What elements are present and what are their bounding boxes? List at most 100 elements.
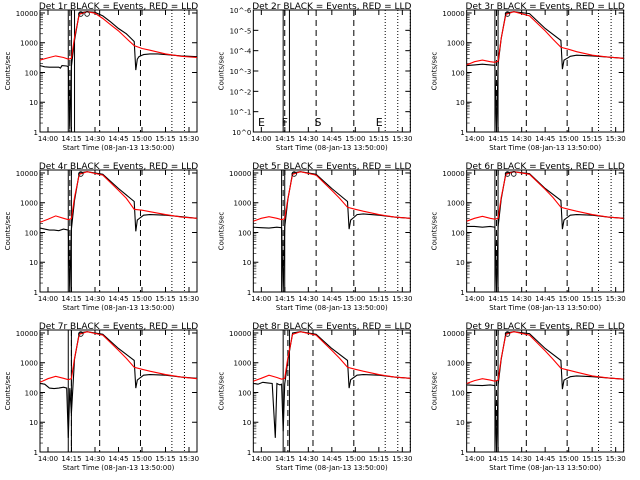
panel-title: Det 5r BLACK = Events, RED = LLD (252, 162, 411, 172)
panel-det-7: Det 7r BLACK = Events, RED = LLD 1 10 100 10… (4, 322, 199, 472)
x-axis-label: Start Time (08-Jan-13 13:50:00) (276, 464, 388, 472)
x-tick-label: 14:30 (298, 295, 318, 303)
y-tick-label: 1000 (234, 360, 252, 368)
y-tick-label: 1 (460, 289, 464, 297)
y-tick-label: 10^0 (232, 129, 251, 137)
x-tick-label: 14:15 (488, 135, 508, 143)
lld-series-line (466, 171, 624, 222)
y-tick-label: 100 (25, 229, 38, 237)
x-tick-label: 14:45 (322, 295, 342, 303)
y-tick-label: 1 (34, 449, 38, 457)
y-tick-label: 1000 (20, 40, 38, 48)
segment-letter-label: E (376, 116, 383, 129)
x-tick-label: 15:15 (582, 135, 602, 143)
y-tick-label: 1 (247, 289, 251, 297)
y-tick-label: 100 (451, 229, 464, 237)
y-tick-label: 1 (34, 129, 38, 137)
x-tick-label: 15:00 (132, 295, 152, 303)
y-tick-label: 10000 (229, 170, 251, 178)
y-tick-label: 10^-3 (230, 68, 252, 76)
x-tick-label: 14:00 (251, 135, 271, 143)
lld-series-line (253, 171, 411, 222)
x-tick-label: 15:00 (132, 455, 152, 463)
x-tick-label: 14:00 (38, 135, 58, 143)
x-axis-label: Start Time (08-Jan-13 13:50:00) (276, 304, 388, 312)
x-tick-label: 15:30 (392, 455, 412, 463)
y-tick-label: 10000 (442, 170, 464, 178)
y-tick-label: 10 (242, 259, 251, 267)
panel-title: Det 4r BLACK = Events, RED = LLD (39, 162, 198, 172)
y-tick-label: 1 (460, 129, 464, 137)
x-tick-label: 15:15 (369, 295, 389, 303)
events-series-line (40, 331, 197, 438)
events-series-line (40, 11, 197, 130)
y-tick-label: 10000 (229, 330, 251, 338)
y-tick-label: 10000 (442, 330, 464, 338)
y-tick-label: 10^-2 (230, 88, 252, 96)
x-tick-label: 14:00 (38, 295, 58, 303)
y-tick-label: 100 (451, 69, 464, 77)
x-tick-label: 15:00 (345, 455, 365, 463)
x-tick-label: 14:30 (298, 135, 318, 143)
panel-title: Det 3r BLACK = Events, RED = LLD (466, 2, 625, 12)
x-tick-label: 15:30 (606, 295, 626, 303)
x-tick-label: 15:15 (369, 455, 389, 463)
lld-series-line (40, 11, 197, 61)
x-tick-label: 15:00 (559, 455, 579, 463)
y-tick-label: 100 (238, 229, 251, 237)
attenuator-marker (511, 171, 517, 177)
y-tick-label: 10 (456, 419, 465, 427)
x-tick-label: 14:30 (85, 295, 105, 303)
x-tick-label: 14:30 (85, 455, 105, 463)
x-tick-label: 14:45 (108, 295, 128, 303)
panel-title: Det 6r BLACK = Events, RED = LLD (466, 162, 625, 172)
x-tick-label: 14:00 (465, 295, 485, 303)
y-tick-label: 10000 (16, 170, 38, 178)
x-tick-label: 14:45 (322, 455, 342, 463)
y-tick-label: 10 (242, 419, 251, 427)
y-tick-label: 10000 (16, 10, 38, 18)
y-axis-label: Counts/sec (4, 52, 12, 91)
x-tick-label: 14:30 (512, 295, 532, 303)
x-tick-label: 14:45 (535, 135, 555, 143)
panel-det-3: Det 3r BLACK = Events, RED = LLD 1 10 100 10… (431, 2, 626, 152)
y-axis-label: Counts/sec (431, 212, 439, 251)
x-tick-label: 14:30 (512, 455, 532, 463)
y-tick-label: 1000 (447, 360, 465, 368)
x-tick-label: 14:00 (38, 455, 58, 463)
x-tick-label: 15:15 (369, 135, 389, 143)
y-tick-label: 100 (238, 389, 251, 397)
x-axis-label: Start Time (08-Jan-13 13:50:00) (489, 464, 601, 472)
x-axis-label: Start Time (08-Jan-13 13:50:00) (276, 144, 388, 152)
y-axis-label: Counts/sec (4, 372, 12, 411)
x-tick-label: 15:00 (345, 135, 365, 143)
x-tick-label: 15:00 (345, 295, 365, 303)
x-tick-label: 14:15 (275, 135, 295, 143)
attenuator-marker (78, 171, 84, 177)
events-series-line (253, 331, 411, 438)
panel-title: Det 1r BLACK = Events, RED = LLD (39, 2, 198, 12)
panel-det-8: Det 8r BLACK = Events, RED = LLD 1 10 100 10… (217, 322, 412, 472)
x-tick-label: 15:30 (392, 135, 412, 143)
x-tick-label: 14:15 (488, 295, 508, 303)
panel-title: Det 7r BLACK = Events, RED = LLD (39, 322, 198, 332)
y-tick-label: 1000 (20, 200, 38, 208)
segment-letter-label: E (258, 116, 265, 129)
x-tick-label: 14:00 (251, 295, 271, 303)
x-axis-label: Start Time (08-Jan-13 13:50:00) (489, 304, 601, 312)
y-tick-label: 10^-1 (230, 109, 252, 117)
x-tick-label: 14:30 (85, 135, 105, 143)
x-tick-label: 14:45 (322, 135, 342, 143)
x-tick-label: 15:30 (179, 135, 199, 143)
y-tick-label: 1 (247, 449, 251, 457)
x-tick-label: 14:45 (535, 455, 555, 463)
x-tick-label: 15:15 (582, 295, 602, 303)
x-tick-label: 15:15 (155, 455, 175, 463)
x-axis-label: Start Time (08-Jan-13 13:50:00) (63, 144, 175, 152)
y-tick-label: 10 (29, 419, 38, 427)
panel-det-6: Det 6r BLACK = Events, RED = LLD 1 10 100 10… (431, 162, 626, 312)
y-tick-label: 10^-6 (230, 7, 252, 15)
x-tick-label: 14:30 (298, 455, 318, 463)
y-tick-label: 1 (34, 289, 38, 297)
